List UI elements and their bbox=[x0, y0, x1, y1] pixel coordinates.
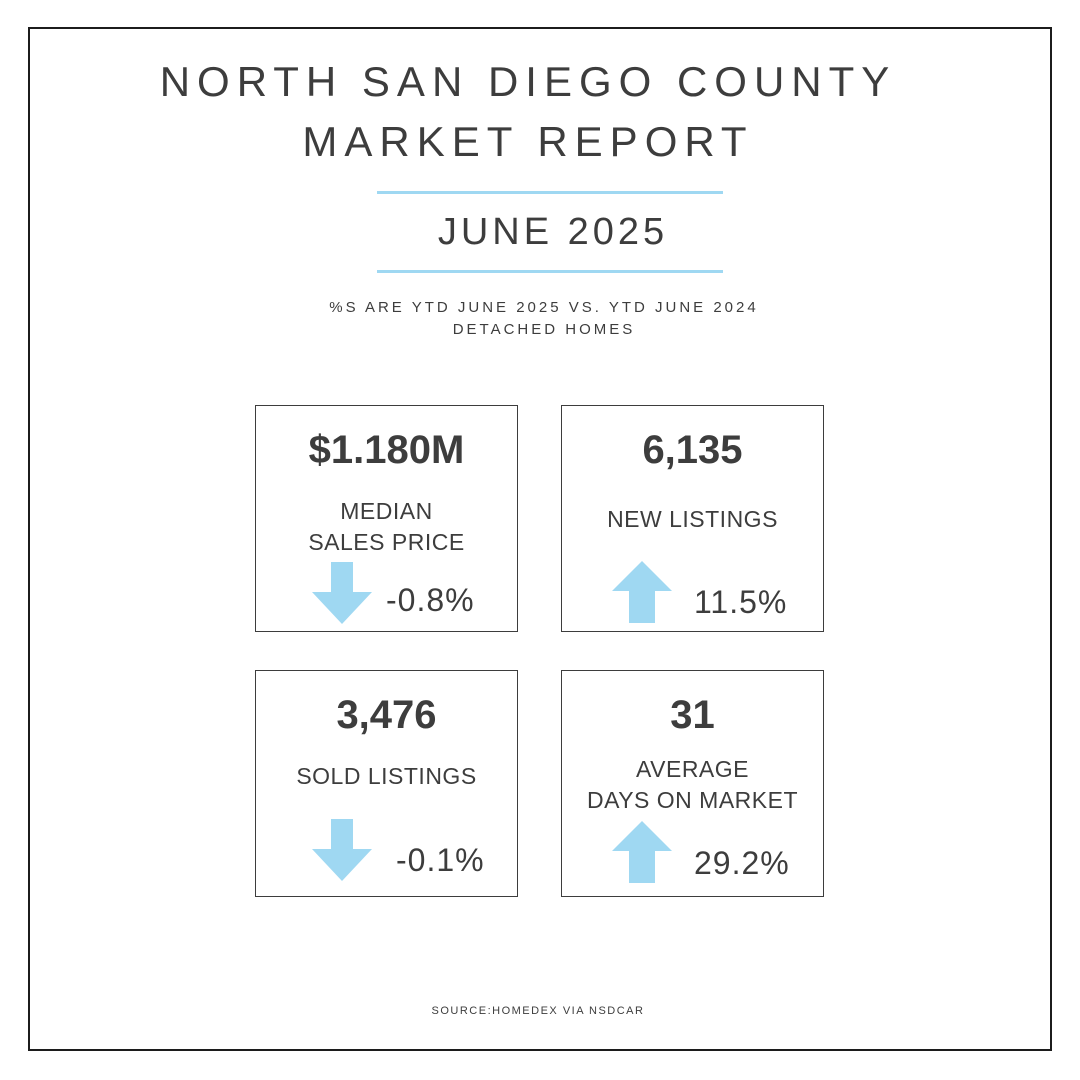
new-listings-value: 6,135 bbox=[642, 428, 743, 472]
comparison-note: %S ARE YTD JUNE 2025 VS. YTD JUNE 2024 bbox=[329, 299, 759, 316]
report-title-line-1: NORTH SAN DIEGO COUNTY bbox=[159, 58, 897, 105]
days-on-market-label-line-2: DAYS ON MARKET bbox=[586, 787, 799, 813]
sold-listings-card: 3,476 SOLD LISTINGS -0.1% bbox=[255, 670, 518, 897]
arrow-down-icon bbox=[312, 819, 372, 881]
accent-rule-bottom bbox=[377, 270, 723, 273]
days-on-market-card: 31 AVERAGE DAYS ON MARKET 29.2% bbox=[561, 670, 824, 897]
source-note: SOURCE:HOMEDEX VIA NSDCAR bbox=[431, 1005, 645, 1017]
report-title-line-2: MARKET REPORT bbox=[302, 118, 754, 165]
property-type-note: DETACHED HOMES bbox=[452, 321, 636, 338]
median-sales-price-label-line-1: MEDIAN bbox=[340, 498, 433, 524]
report-month: JUNE 2025 bbox=[437, 211, 669, 253]
accent-rule-top bbox=[377, 191, 723, 194]
days-on-market-label-line-1: AVERAGE bbox=[636, 756, 749, 782]
median-sales-price-change: -0.8% bbox=[386, 582, 475, 618]
median-sales-price-label-line-2: SALES PRICE bbox=[308, 529, 465, 555]
new-listings-label: NEW LISTINGS bbox=[607, 506, 778, 532]
sold-listings-change: -0.1% bbox=[396, 842, 485, 878]
sold-listings-value: 3,476 bbox=[336, 693, 437, 737]
sold-listings-label: SOLD LISTINGS bbox=[296, 763, 477, 789]
new-listings-change: 11.5% bbox=[694, 584, 788, 620]
days-on-market-change: 29.2% bbox=[694, 845, 790, 881]
arrow-down-icon bbox=[312, 562, 372, 624]
arrow-up-icon bbox=[612, 821, 672, 883]
median-sales-price-value: $1.180M bbox=[308, 428, 465, 472]
new-listings-card: 6,135 NEW LISTINGS 11.5% bbox=[561, 405, 824, 632]
median-sales-price-card: $1.180M MEDIAN SALES PRICE -0.8% bbox=[255, 405, 518, 632]
arrow-up-icon bbox=[612, 561, 672, 623]
days-on-market-value: 31 bbox=[670, 693, 715, 737]
report-frame bbox=[28, 27, 1052, 1051]
